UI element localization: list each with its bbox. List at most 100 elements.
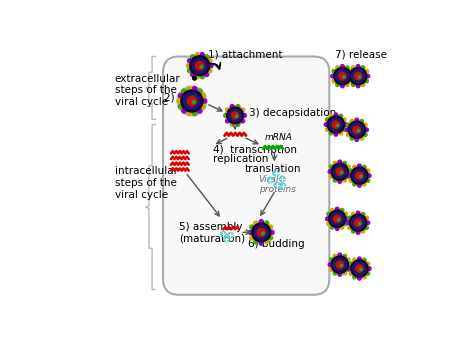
Circle shape xyxy=(338,160,342,164)
Circle shape xyxy=(349,214,367,232)
Circle shape xyxy=(338,253,342,257)
Circle shape xyxy=(177,87,206,115)
Circle shape xyxy=(236,115,238,117)
Circle shape xyxy=(341,84,344,88)
Circle shape xyxy=(357,276,361,280)
Circle shape xyxy=(351,230,355,233)
Circle shape xyxy=(334,113,337,117)
Circle shape xyxy=(192,58,207,73)
Circle shape xyxy=(361,212,365,216)
Circle shape xyxy=(357,130,360,132)
Circle shape xyxy=(356,231,360,234)
Circle shape xyxy=(183,93,200,109)
Circle shape xyxy=(343,118,346,121)
Circle shape xyxy=(221,232,226,237)
Circle shape xyxy=(327,222,330,225)
Circle shape xyxy=(333,178,337,182)
Circle shape xyxy=(336,83,339,86)
Circle shape xyxy=(327,212,330,216)
Circle shape xyxy=(329,131,333,135)
Circle shape xyxy=(346,74,350,78)
Circle shape xyxy=(329,175,333,178)
Circle shape xyxy=(334,215,341,222)
Circle shape xyxy=(340,171,343,174)
Text: intracellular
steps of the
viral cycle: intracellular steps of the viral cycle xyxy=(115,167,178,200)
Circle shape xyxy=(356,65,360,68)
Circle shape xyxy=(348,216,352,220)
Circle shape xyxy=(274,183,280,188)
Circle shape xyxy=(329,268,333,271)
Text: 4)  transcription: 4) transcription xyxy=(213,145,297,155)
Circle shape xyxy=(356,265,363,272)
Circle shape xyxy=(336,124,338,126)
Circle shape xyxy=(357,257,361,261)
Circle shape xyxy=(340,208,344,212)
Circle shape xyxy=(357,184,361,187)
Circle shape xyxy=(332,121,339,128)
Circle shape xyxy=(331,74,335,78)
Circle shape xyxy=(182,89,186,94)
Circle shape xyxy=(230,123,234,126)
Circle shape xyxy=(361,66,365,70)
Circle shape xyxy=(243,114,246,117)
Circle shape xyxy=(350,120,354,123)
Circle shape xyxy=(348,174,352,177)
Circle shape xyxy=(345,128,349,132)
Circle shape xyxy=(360,175,362,178)
Circle shape xyxy=(344,123,347,126)
Circle shape xyxy=(331,256,348,273)
Circle shape xyxy=(346,258,350,261)
Circle shape xyxy=(324,123,328,126)
Circle shape xyxy=(353,275,356,279)
Circle shape xyxy=(334,133,337,136)
Circle shape xyxy=(191,55,195,59)
Circle shape xyxy=(353,262,366,275)
Circle shape xyxy=(327,116,345,133)
Circle shape xyxy=(346,66,349,70)
Circle shape xyxy=(351,83,355,86)
Circle shape xyxy=(229,109,241,122)
Circle shape xyxy=(197,108,202,113)
Circle shape xyxy=(346,83,349,86)
Circle shape xyxy=(356,211,360,215)
Circle shape xyxy=(336,70,349,83)
Circle shape xyxy=(349,262,353,266)
Circle shape xyxy=(348,226,352,230)
Circle shape xyxy=(351,167,368,184)
Circle shape xyxy=(351,66,355,70)
Circle shape xyxy=(337,219,340,221)
Circle shape xyxy=(344,212,347,216)
Circle shape xyxy=(186,64,191,68)
Circle shape xyxy=(353,126,360,133)
Circle shape xyxy=(197,89,202,94)
Circle shape xyxy=(353,182,356,186)
Circle shape xyxy=(360,120,364,123)
Circle shape xyxy=(346,221,350,225)
Circle shape xyxy=(365,79,368,83)
Circle shape xyxy=(338,180,342,183)
Circle shape xyxy=(187,97,197,106)
Circle shape xyxy=(331,212,344,225)
Circle shape xyxy=(366,272,370,275)
Circle shape xyxy=(236,123,240,126)
Circle shape xyxy=(366,74,370,78)
Circle shape xyxy=(349,69,353,73)
Text: Viral
proteins: Viral proteins xyxy=(259,175,296,194)
Circle shape xyxy=(201,93,205,98)
Circle shape xyxy=(182,108,186,113)
Circle shape xyxy=(209,64,213,68)
Circle shape xyxy=(268,236,273,240)
Circle shape xyxy=(365,128,368,132)
Circle shape xyxy=(346,133,350,137)
Circle shape xyxy=(329,165,333,169)
Circle shape xyxy=(336,66,339,70)
Circle shape xyxy=(190,56,210,75)
Circle shape xyxy=(333,165,346,178)
Circle shape xyxy=(224,237,229,242)
Circle shape xyxy=(349,178,353,182)
Circle shape xyxy=(188,59,191,63)
Circle shape xyxy=(336,168,344,175)
Circle shape xyxy=(348,69,352,73)
Circle shape xyxy=(332,69,336,73)
Circle shape xyxy=(348,79,352,83)
